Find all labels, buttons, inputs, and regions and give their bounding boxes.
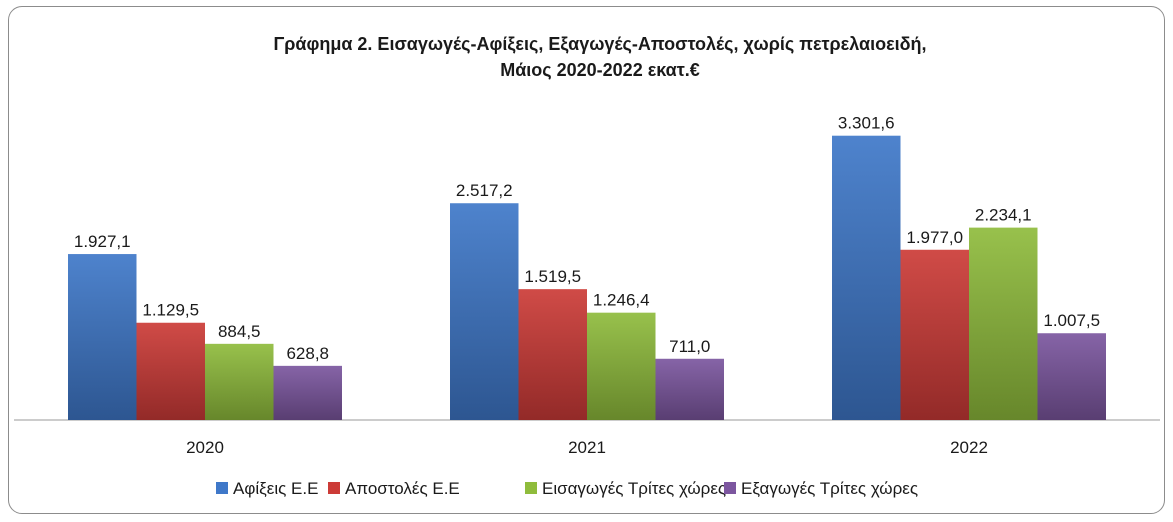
data-label-2022-series-3: 2.234,1 — [975, 206, 1032, 225]
data-label-2022-series-1: 3.301,6 — [838, 114, 895, 133]
chart-subtitle: Μάιος 2020-2022 εκατ.€ — [500, 60, 700, 80]
data-label-2020-series-3: 884,5 — [218, 322, 261, 341]
bar-2021-series-3 — [587, 312, 656, 420]
bar-2020-series-1 — [68, 254, 137, 420]
legend-swatch-series-1 — [216, 482, 228, 494]
data-label-2021-series-2: 1.519,5 — [524, 267, 581, 286]
data-label-2022-series-4: 1.007,5 — [1043, 311, 1100, 330]
chart-title: Γράφημα 2. Εισαγωγές-Αφίξεις, Εξαγωγές-Α… — [273, 34, 926, 55]
bar-2021-series-2 — [518, 289, 587, 420]
data-label-2020-series-1: 1.927,1 — [74, 232, 131, 251]
bar-2020-series-3 — [205, 343, 274, 420]
legend-swatch-series-2 — [328, 482, 340, 494]
bar-2022-series-2 — [900, 249, 969, 420]
bar-2022-series-3 — [969, 227, 1038, 420]
x-tick-label-2022: 2022 — [950, 438, 988, 457]
legend-label-series-3: Εισαγωγές Τρίτες χώρες — [542, 479, 726, 498]
data-label-2022-series-2: 1.977,0 — [906, 228, 963, 247]
data-label-2021-series-3: 1.246,4 — [593, 291, 650, 310]
bar-2022-series-1 — [832, 135, 901, 420]
legend-label-series-1: Αφίξεις Ε.Ε — [233, 479, 318, 498]
bar-2020-series-2 — [136, 322, 205, 420]
x-tick-label-2021: 2021 — [568, 438, 606, 457]
legend-swatch-series-3 — [525, 482, 537, 494]
legend-label-series-2: Αποστολές Ε.Ε — [345, 479, 460, 498]
data-label-2020-series-4: 628,8 — [286, 344, 329, 363]
bar-2022-series-4 — [1037, 333, 1106, 420]
bar-2021-series-1 — [450, 203, 519, 420]
bar-2020-series-4 — [273, 365, 342, 420]
data-label-2020-series-2: 1.129,5 — [142, 301, 199, 320]
bar-2021-series-4 — [655, 358, 724, 420]
legend-swatch-series-4 — [724, 482, 736, 494]
data-label-2021-series-1: 2.517,2 — [456, 181, 513, 200]
data-label-2021-series-4: 711,0 — [669, 337, 710, 356]
x-tick-label-2020: 2020 — [186, 438, 224, 457]
legend-label-series-4: Εξαγωγές Τρίτες χώρες — [741, 479, 918, 498]
